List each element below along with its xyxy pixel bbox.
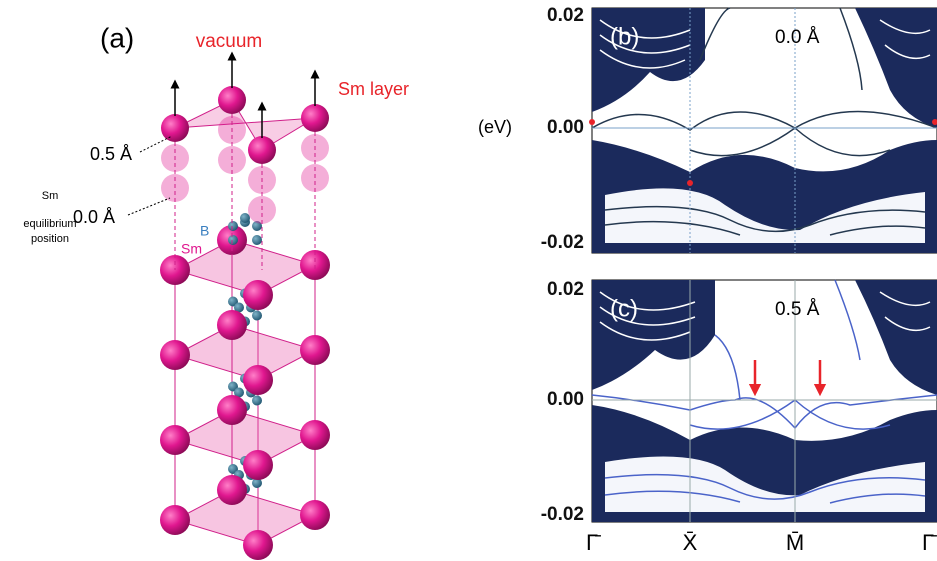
band-region [855, 8, 937, 128]
band-region [855, 280, 937, 395]
sm-atom [160, 425, 190, 455]
band-gap [605, 456, 925, 512]
point [932, 119, 937, 125]
displacement-label: 0.5 Å [775, 299, 820, 320]
boron-atom [228, 221, 238, 231]
k-point-label: Γ̄ [922, 530, 937, 555]
band-lines [591, 7, 937, 236]
sm-atom [301, 104, 329, 132]
band-gap [605, 188, 925, 243]
y-tick-label: 0.02 [547, 5, 584, 26]
boron-atom [252, 395, 262, 406]
y-tick-label: 0.00 [547, 389, 584, 410]
sm-atom [300, 420, 330, 450]
boron-atom [234, 302, 244, 313]
vacuum-label: vacuum [196, 31, 263, 52]
boron-atom [228, 235, 238, 245]
band-plot [591, 279, 937, 523]
sm-atom [217, 310, 247, 340]
sm-atom [243, 365, 273, 395]
layer-plane [173, 324, 317, 381]
sm-layer-label: Sm layer [338, 79, 409, 99]
sm-atom [243, 450, 273, 480]
sm-atom [243, 530, 273, 560]
y-tick-label: -0.02 [541, 504, 584, 525]
point [687, 180, 693, 186]
note-line: equilibrium [23, 218, 76, 230]
boron-atom [252, 235, 262, 245]
sm-atom [217, 395, 247, 425]
crystal-structure [160, 51, 330, 560]
note-line: position [31, 233, 69, 245]
sm-atom [300, 335, 330, 365]
sm-atom [217, 475, 247, 505]
boron-atom [252, 310, 262, 321]
point [589, 119, 595, 125]
sm-atom [161, 114, 189, 142]
layer-plane [173, 489, 317, 546]
y-axis-label: (eV) [478, 117, 512, 137]
sm-atom [248, 136, 276, 164]
band-lines [599, 19, 931, 69]
offset-label: 0.0 Å [73, 207, 115, 227]
displacement-label: 0.0 Å [775, 27, 820, 48]
k-point-label: Γ̄ [586, 530, 601, 555]
band-lines [591, 279, 937, 504]
boron-atom [234, 387, 244, 398]
panel-label: (a) [100, 22, 134, 53]
boron-atom [252, 221, 262, 231]
y-tick-label: -0.02 [541, 232, 584, 253]
boron-atom [252, 478, 262, 488]
sm-atom [218, 86, 246, 114]
y-tick-label: 0.00 [547, 117, 584, 138]
sm-atom [243, 280, 273, 310]
boron-atom [240, 213, 250, 223]
k-point-label: M̄ [786, 530, 804, 555]
sm-label: Sm [181, 241, 202, 257]
band-region [592, 280, 715, 390]
band-plot [589, 7, 937, 254]
sm-atom [160, 505, 190, 535]
y-tick-label: 0.02 [547, 279, 584, 300]
leader [139, 135, 173, 153]
panel-label: (b) [610, 23, 639, 50]
b-label: B [200, 223, 209, 239]
sm-atom [300, 500, 330, 530]
offset-label: 0.5 Å [90, 144, 132, 164]
k-point-label: X̄ [683, 530, 698, 555]
sm-atom [160, 340, 190, 370]
note-line: Sm [42, 190, 59, 202]
band-lines [599, 291, 931, 341]
leader [127, 197, 171, 216]
panel-label: (c) [610, 295, 638, 322]
